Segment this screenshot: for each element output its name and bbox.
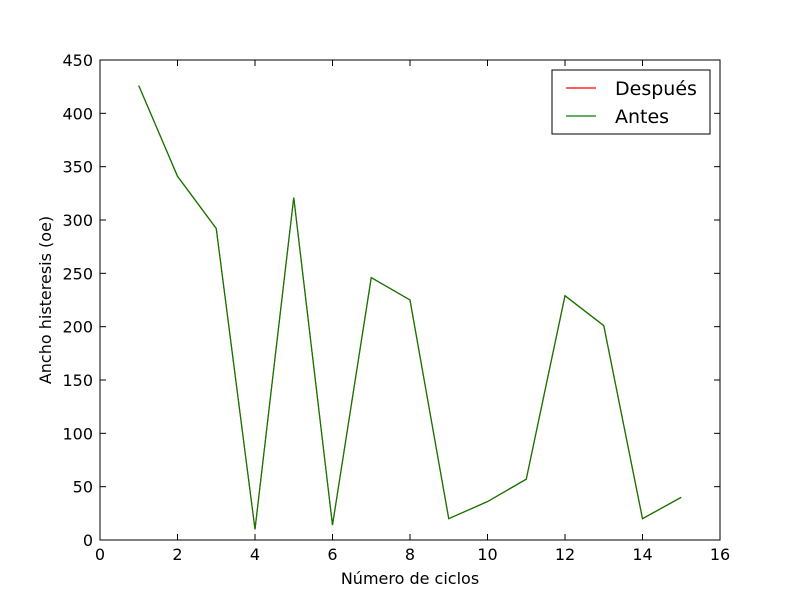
y-tick-label: 0 — [83, 531, 93, 550]
legend-box — [551, 69, 711, 135]
y-tick-label: 150 — [62, 371, 93, 390]
x-tick-label: 0 — [95, 545, 105, 564]
legend-label-2: Antes — [615, 106, 669, 128]
y-tick-label: 450 — [62, 51, 93, 70]
y-tick-label: 50 — [73, 478, 93, 497]
x-tick-label: 6 — [327, 545, 337, 564]
x-axis-label: Número de ciclos — [341, 569, 479, 588]
x-tick-label: 16 — [710, 545, 730, 564]
y-tick-label: 250 — [62, 264, 93, 283]
y-tick-label: 350 — [62, 158, 93, 177]
y-tick-label: 300 — [62, 211, 93, 230]
y-axis-label: Ancho histeresis (oe) — [36, 216, 55, 384]
series-line-1 — [138, 85, 682, 530]
legend-label-1: Después — [615, 78, 697, 100]
x-tick-label: 4 — [250, 545, 260, 564]
legend: Después Antes — [551, 69, 711, 135]
x-tick-label: 8 — [405, 545, 415, 564]
x-tick-label: 12 — [555, 545, 575, 564]
x-tick-label: 14 — [632, 545, 652, 564]
y-tick-label: 100 — [62, 424, 93, 443]
ticks-layer: 0 2 4 6 8 10 12 14 16 0 50 100 150 200 250 300 350 400 450 — [62, 51, 730, 564]
x-tick-label: 2 — [172, 545, 182, 564]
y-tick-label: 400 — [62, 104, 93, 123]
y-tick-label: 200 — [62, 318, 93, 337]
x-tick-label: 10 — [477, 545, 497, 564]
plot-layer — [138, 85, 682, 530]
series-line-2 — [138, 85, 682, 530]
